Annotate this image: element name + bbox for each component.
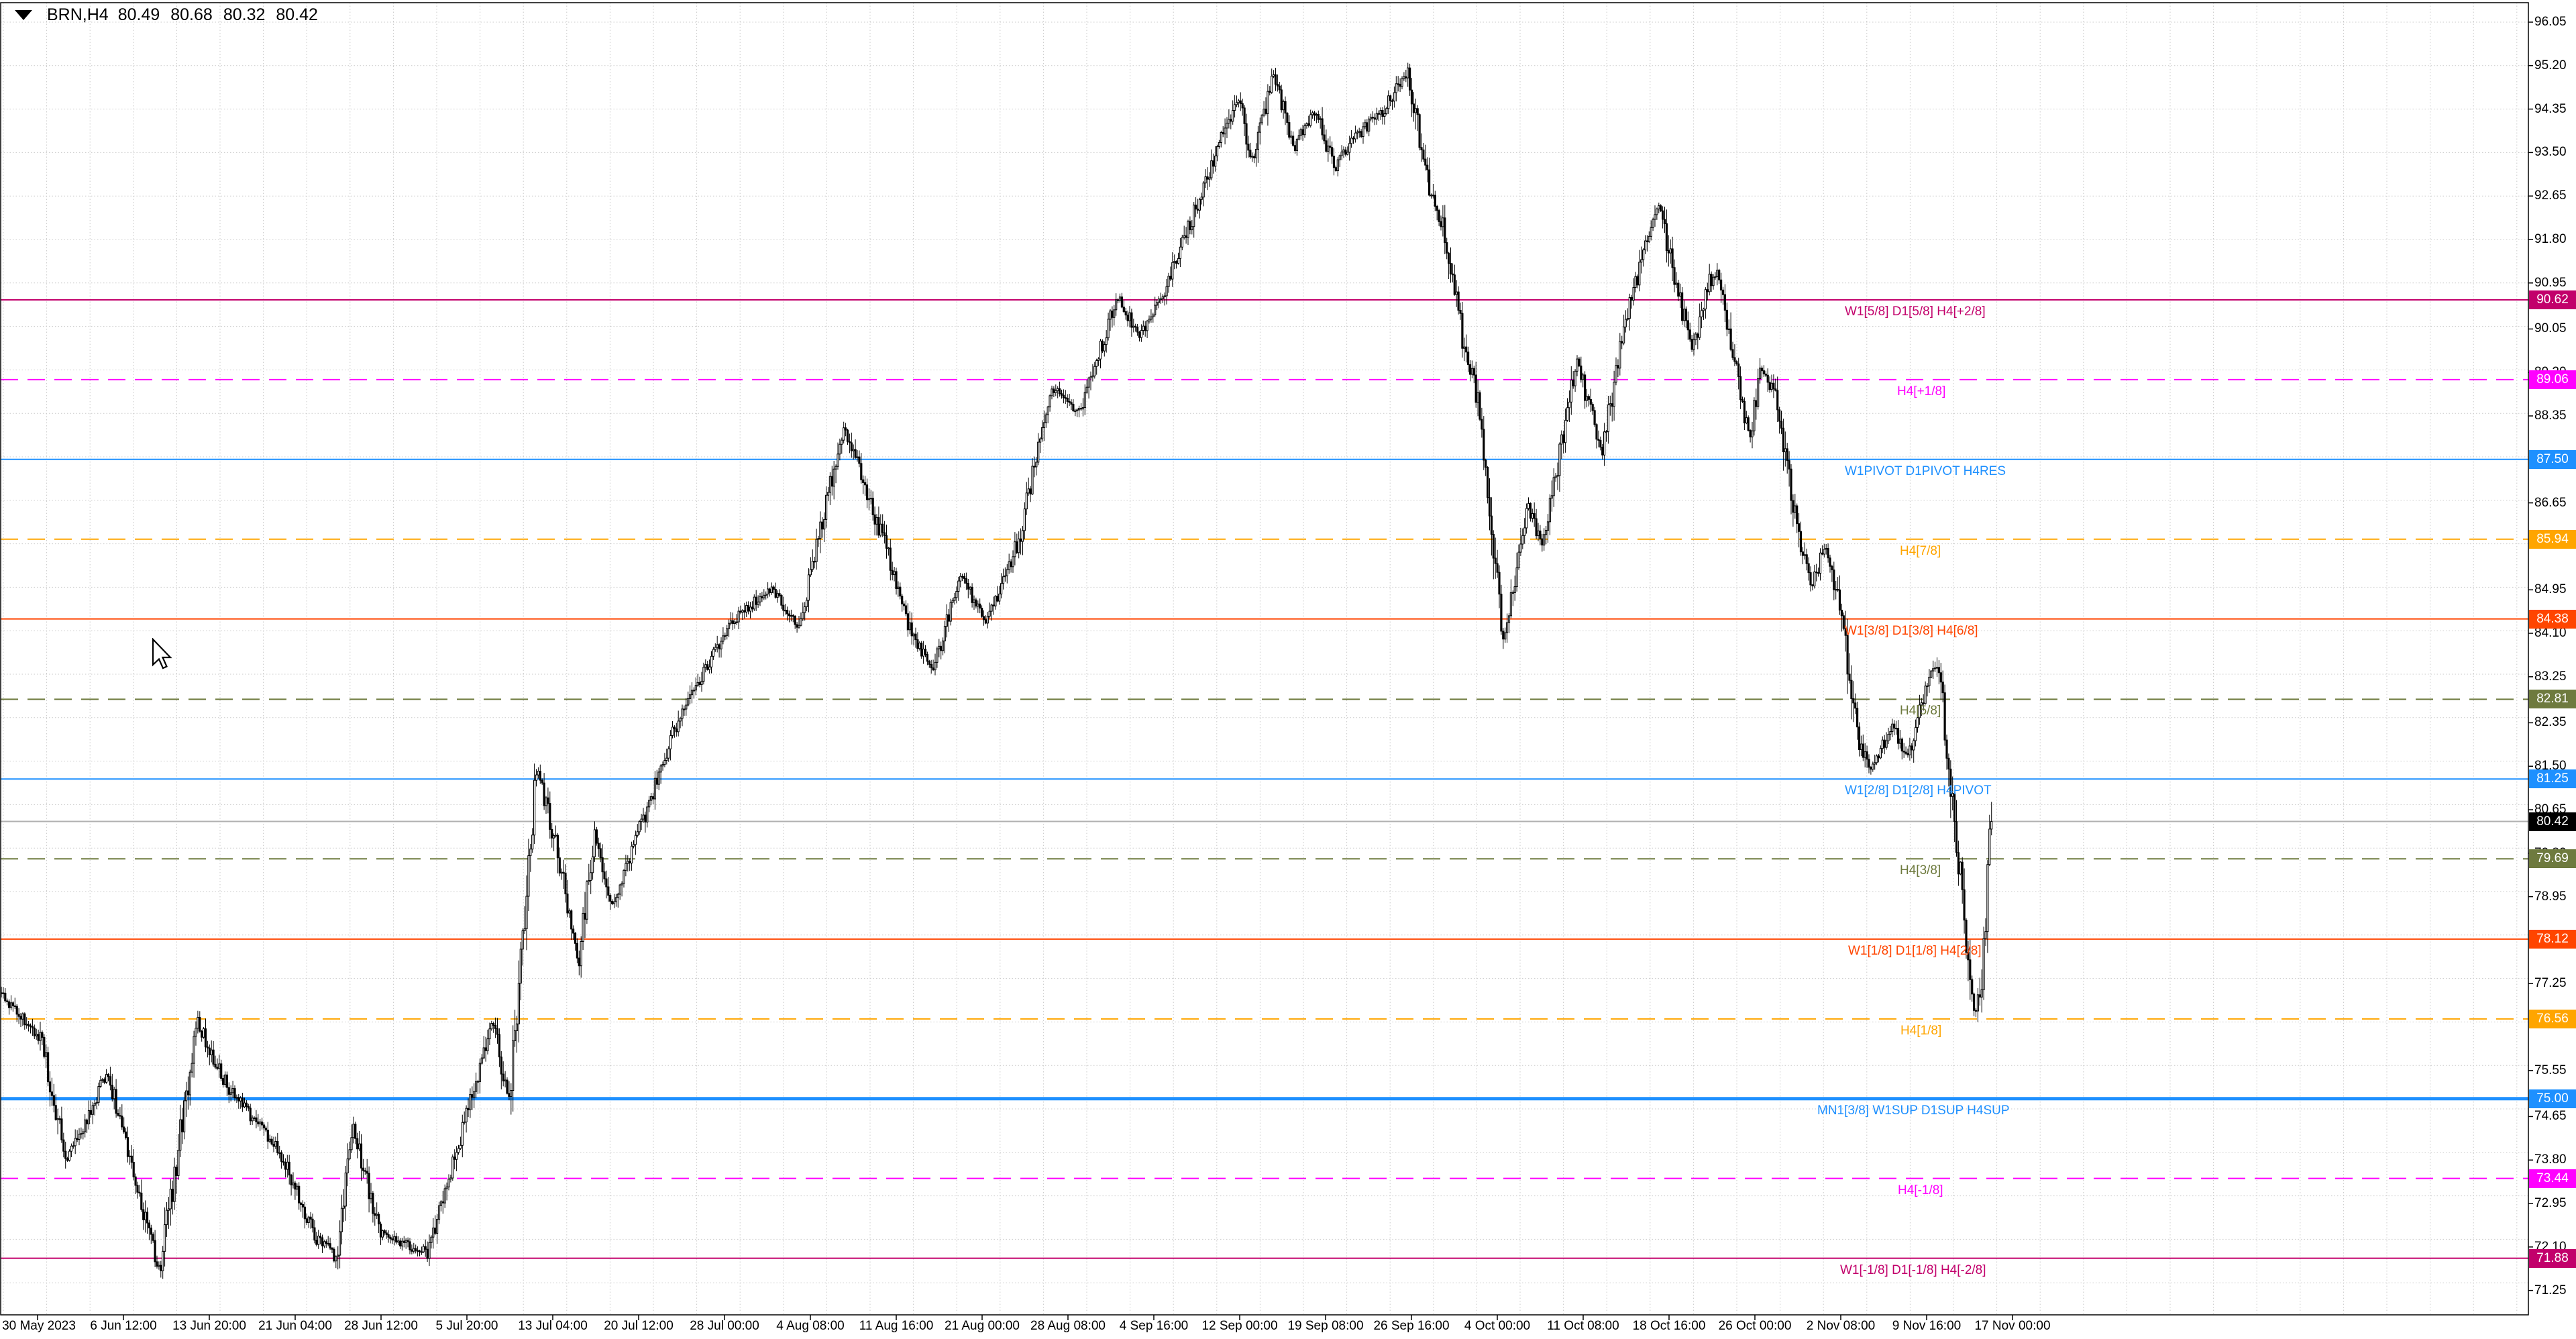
price-tick-label: 77.25 bbox=[2534, 976, 2567, 991]
time-tick-label: 28 Aug 08:00 bbox=[1030, 1319, 1106, 1333]
symbol-info-bar: BRN,H4 80.49 80.68 80.32 80.42 bbox=[15, 5, 318, 25]
price-level-badge: 81.25 bbox=[2529, 769, 2576, 789]
price-tick-label: 84.10 bbox=[2534, 626, 2567, 640]
level-label[interactable]: H4[3/8] bbox=[1900, 863, 1941, 878]
time-tick-label: 17 Nov 00:00 bbox=[1974, 1319, 2051, 1333]
price-tick-label: 94.35 bbox=[2534, 101, 2567, 116]
price-tick-label: 78.95 bbox=[2534, 889, 2567, 904]
time-tick-label: 26 Oct 00:00 bbox=[1718, 1319, 1792, 1333]
time-tick-label: 9 Nov 16:00 bbox=[1892, 1319, 1962, 1333]
time-tick-label: 4 Aug 08:00 bbox=[776, 1319, 845, 1333]
level-label[interactable]: W1[2/8] D1[2/8] H4PIVOT bbox=[1845, 784, 1992, 798]
level-label[interactable]: W1[-1/8] D1[-1/8] H4[-2/8] bbox=[1840, 1263, 1986, 1277]
price-level-badge: 84.38 bbox=[2529, 609, 2576, 629]
price-level-badge: 82.81 bbox=[2529, 690, 2576, 709]
mouse-cursor-icon bbox=[152, 638, 172, 670]
price-tick-label: 75.55 bbox=[2534, 1063, 2567, 1077]
time-tick-label: 12 Sep 00:00 bbox=[1201, 1319, 1278, 1333]
candlesticks bbox=[1, 62, 1993, 1279]
price-tick-label: 84.95 bbox=[2534, 582, 2567, 597]
ohlc-readout: 80.49 80.68 80.32 80.42 bbox=[118, 5, 318, 25]
symbol-name: BRN,H4 bbox=[47, 5, 109, 24]
level-label[interactable]: H4[5/8] bbox=[1900, 704, 1941, 718]
time-tick-label: 2 Nov 08:00 bbox=[1806, 1319, 1876, 1333]
level-label[interactable]: W1PIVOT D1PIVOT H4RES bbox=[1845, 464, 2006, 478]
price-level-badge: 71.88 bbox=[2529, 1248, 2576, 1268]
price-tick-label: 81.50 bbox=[2534, 759, 2567, 773]
price-tick-label: 74.65 bbox=[2534, 1109, 2567, 1124]
symbol-dropdown-icon[interactable] bbox=[15, 10, 32, 20]
price-tick-label: 72.95 bbox=[2534, 1196, 2567, 1211]
price-tick-label: 96.05 bbox=[2534, 15, 2567, 29]
time-tick-label: 20 Jul 12:00 bbox=[604, 1319, 674, 1333]
price-tick-label: 83.25 bbox=[2534, 669, 2567, 684]
price-tick-label: 73.80 bbox=[2534, 1153, 2567, 1167]
time-tick-label: 13 Jul 04:00 bbox=[518, 1319, 588, 1333]
level-label[interactable]: H4[+1/8] bbox=[1897, 384, 1946, 398]
price-axis[interactable]: 96.05 95.20 94.35 93.50 92.65 91.80 90.95 90.05… bbox=[2529, 0, 2576, 1315]
time-tick-label: 13 Jun 20:00 bbox=[172, 1319, 246, 1333]
price-tick-label: 82.35 bbox=[2534, 715, 2567, 730]
plot-border bbox=[0, 2, 2529, 1316]
level-label[interactable]: MN1[3/8] W1SUP D1SUP H4SUP bbox=[1817, 1103, 2010, 1118]
price-level-badge: 85.94 bbox=[2529, 529, 2576, 549]
time-tick-label: 28 Jun 12:00 bbox=[344, 1319, 418, 1333]
current-price-badge: 80.42 bbox=[2529, 812, 2576, 831]
time-tick-label: 4 Oct 00:00 bbox=[1464, 1319, 1531, 1333]
time-tick-label: 18 Oct 16:00 bbox=[1632, 1319, 1706, 1333]
price-tick-label: 90.95 bbox=[2534, 275, 2567, 290]
ohlc-low: 80.32 bbox=[223, 5, 266, 24]
price-level-badge: 78.12 bbox=[2529, 929, 2576, 949]
level-label[interactable]: H4[-1/8] bbox=[1898, 1183, 1943, 1197]
time-tick-label: 28 Jul 00:00 bbox=[690, 1319, 759, 1333]
price-tick-label: 95.20 bbox=[2534, 58, 2567, 72]
price-level-badge: 75.00 bbox=[2529, 1089, 2576, 1108]
time-tick-label: 30 May 2023 bbox=[2, 1319, 76, 1333]
time-tick-label: 21 Aug 00:00 bbox=[945, 1319, 1020, 1333]
level-label[interactable]: W1[1/8] D1[1/8] H4[2/8] bbox=[1848, 943, 1982, 958]
price-level-badge: 76.56 bbox=[2529, 1009, 2576, 1028]
level-label[interactable]: W1[5/8] D1[5/8] H4[+2/8] bbox=[1845, 304, 1986, 319]
axis-tick-marks bbox=[37, 21, 2533, 1320]
price-tick-label: 71.25 bbox=[2534, 1283, 2567, 1297]
price-tick-label: 92.65 bbox=[2534, 189, 2567, 203]
level-label[interactable]: H4[7/8] bbox=[1900, 543, 1941, 558]
time-tick-label: 5 Jul 20:00 bbox=[435, 1319, 498, 1333]
price-tick-label: 90.05 bbox=[2534, 321, 2567, 336]
price-level-badge: 79.69 bbox=[2529, 849, 2576, 869]
price-level-badge: 89.06 bbox=[2529, 370, 2576, 389]
time-tick-label: 11 Oct 08:00 bbox=[1547, 1319, 1619, 1333]
time-tick-label: 26 Sep 16:00 bbox=[1373, 1319, 1450, 1333]
time-tick-label: 6 Jun 12:00 bbox=[90, 1319, 157, 1333]
level-label[interactable]: H4[1/8] bbox=[1900, 1023, 1942, 1038]
price-tick-label: 86.65 bbox=[2534, 495, 2567, 510]
grid bbox=[1, 3, 2528, 1315]
price-level-badge: 73.44 bbox=[2529, 1169, 2576, 1188]
price-level-badge: 87.50 bbox=[2529, 449, 2576, 469]
level-label[interactable]: W1[3/8] D1[3/8] H4[6/8] bbox=[1845, 623, 1978, 638]
time-tick-label: 21 Jun 04:00 bbox=[258, 1319, 332, 1333]
ohlc-close: 80.42 bbox=[276, 5, 318, 24]
ohlc-open: 80.49 bbox=[117, 5, 160, 24]
price-tick-label: 91.80 bbox=[2534, 231, 2567, 246]
time-tick-label: 19 Sep 08:00 bbox=[1287, 1319, 1364, 1333]
time-axis[interactable]: 30 May 2023 6 Jun 12:00 13 Jun 20:00 21 Jun… bbox=[0, 1316, 2576, 1339]
ohlc-high: 80.68 bbox=[170, 5, 213, 24]
price-level-badge: 90.62 bbox=[2529, 290, 2576, 309]
time-tick-label: 4 Sep 16:00 bbox=[1119, 1319, 1189, 1333]
price-tick-label: 93.50 bbox=[2534, 145, 2567, 160]
time-tick-label: 11 Aug 16:00 bbox=[859, 1319, 934, 1333]
price-tick-label: 88.35 bbox=[2534, 409, 2567, 423]
